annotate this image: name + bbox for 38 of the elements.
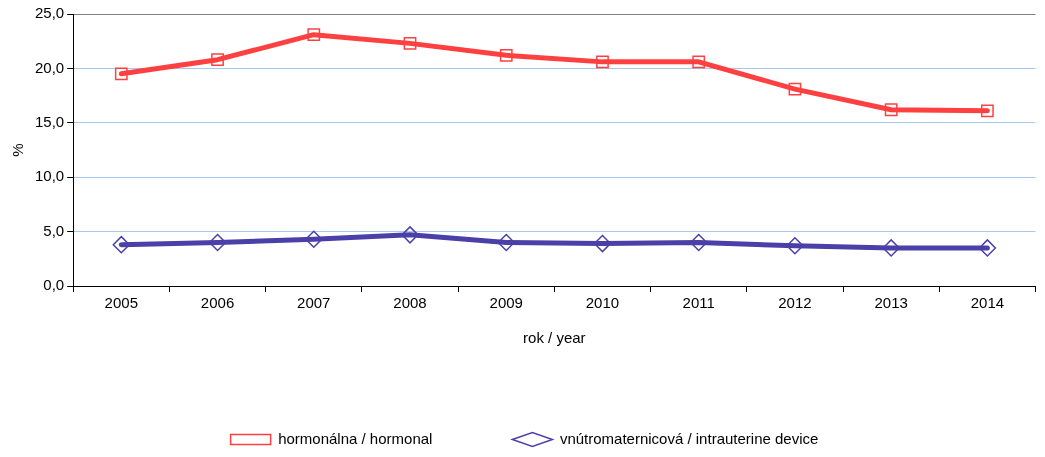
legend-label: hormonálna / hormonal — [278, 429, 433, 447]
point — [499, 48, 513, 62]
y-tick-label: 15,0 — [34, 112, 65, 130]
point — [980, 104, 994, 118]
point — [211, 53, 224, 67]
y-tick-label: 5,0 — [43, 221, 65, 239]
y-tick-label: 25,0 — [34, 4, 65, 22]
point — [401, 226, 419, 244]
point — [596, 55, 609, 69]
point — [497, 233, 515, 252]
y-tick-label: 0,0 — [43, 276, 65, 294]
point — [884, 103, 898, 117]
x-tick-label: 2009 — [489, 294, 523, 312]
x-tick-label: 2005 — [104, 294, 138, 312]
x-axis-title: rok / year — [523, 329, 586, 347]
x-tick-label: 2010 — [585, 294, 620, 312]
x-tick-label: 2011 — [682, 294, 715, 312]
point — [307, 28, 321, 42]
point — [692, 55, 706, 69]
x-tick-label: 2014 — [970, 294, 1005, 312]
point — [208, 233, 227, 252]
point — [305, 230, 323, 248]
point — [403, 36, 417, 50]
x-tick-label: 2006 — [200, 294, 235, 312]
legend-label: vnútromaternicová / intrauterine device — [559, 429, 819, 447]
x-tick-label: 2013 — [874, 294, 908, 312]
point — [114, 67, 128, 81]
point — [882, 239, 900, 257]
point — [788, 82, 802, 96]
x-tick-label: 2012 — [778, 294, 812, 312]
y-axis-title: % — [9, 143, 27, 157]
x-tick-label: 2007 — [297, 294, 331, 312]
y-tick-label: 20,0 — [34, 58, 65, 76]
x-tick-label: 2008 — [393, 294, 427, 312]
y-tick-label: 10,0 — [34, 167, 65, 185]
point — [593, 234, 612, 253]
point — [978, 239, 997, 257]
point — [786, 236, 804, 255]
